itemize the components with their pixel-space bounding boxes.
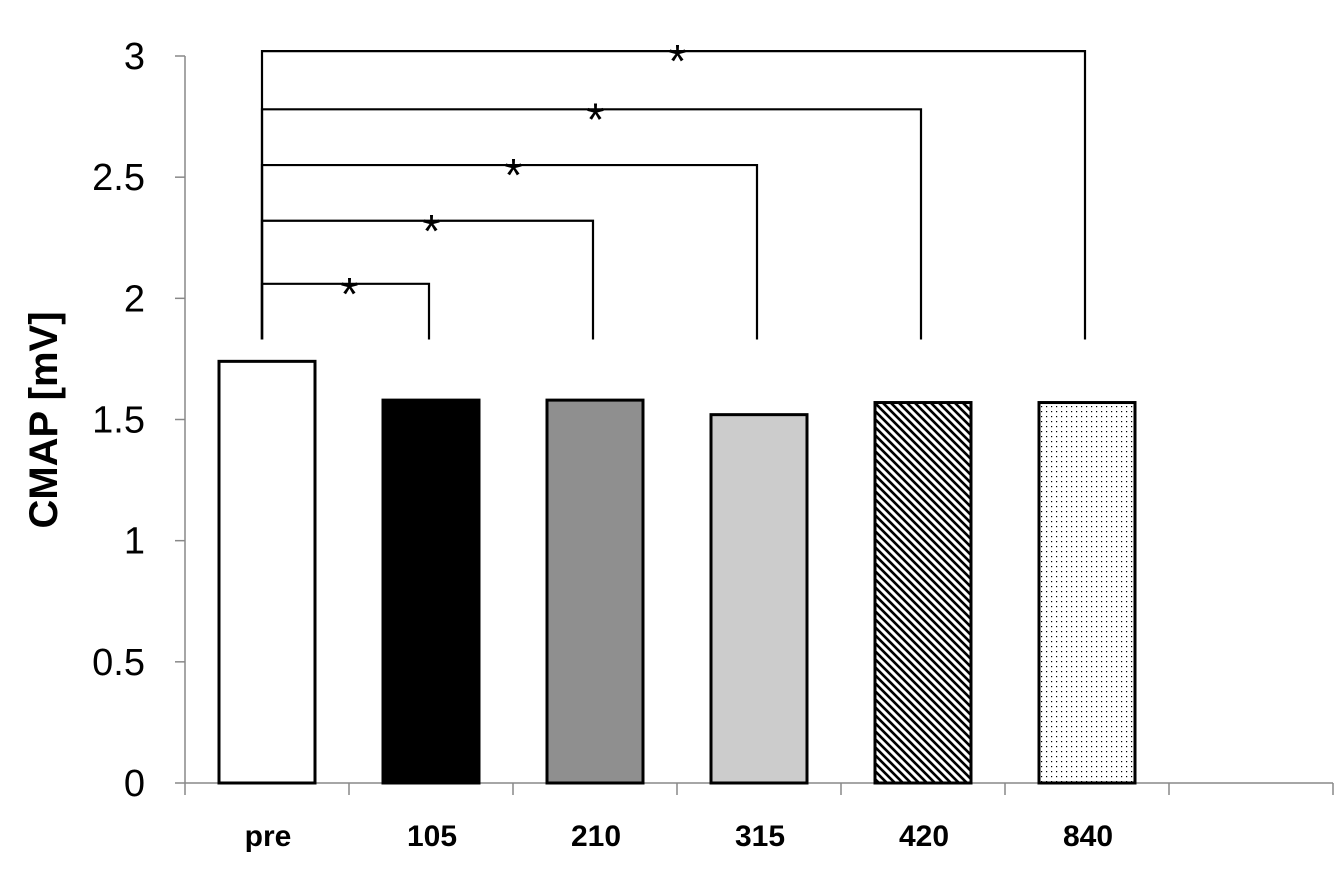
- bar-840: [1037, 401, 1137, 785]
- significance-asterisk: *: [341, 268, 359, 320]
- y-tick-label: 3: [124, 36, 145, 78]
- x-tick-label: 105: [407, 820, 457, 853]
- y-tick-label: 2.5: [92, 157, 145, 199]
- y-tick-label: 2: [124, 278, 145, 320]
- bar-pre: [217, 359, 317, 785]
- significance-bracket: [260, 50, 1087, 340]
- bar-210: [545, 398, 645, 785]
- y-tick-label: 1: [124, 521, 145, 563]
- significance-asterisk: *: [669, 35, 687, 87]
- y-tick-label: 1.5: [92, 400, 145, 442]
- y-axis-label: CMAP [mV]: [22, 311, 66, 528]
- y-tick-label: 0.5: [92, 642, 145, 684]
- bar-315: [709, 413, 809, 785]
- significance-asterisk: *: [505, 149, 523, 201]
- x-tick-label: pre: [245, 820, 292, 853]
- x-tick-label: 315: [735, 820, 785, 853]
- x-tick-label: 210: [571, 820, 621, 853]
- x-tick-label: 840: [1063, 820, 1113, 853]
- x-tick-label: 420: [899, 820, 949, 853]
- bar-420: [873, 401, 973, 785]
- significance-asterisk: *: [587, 93, 605, 145]
- significance-asterisk: *: [423, 205, 441, 257]
- y-tick-label: 0: [124, 763, 145, 805]
- bar-105: [381, 398, 481, 785]
